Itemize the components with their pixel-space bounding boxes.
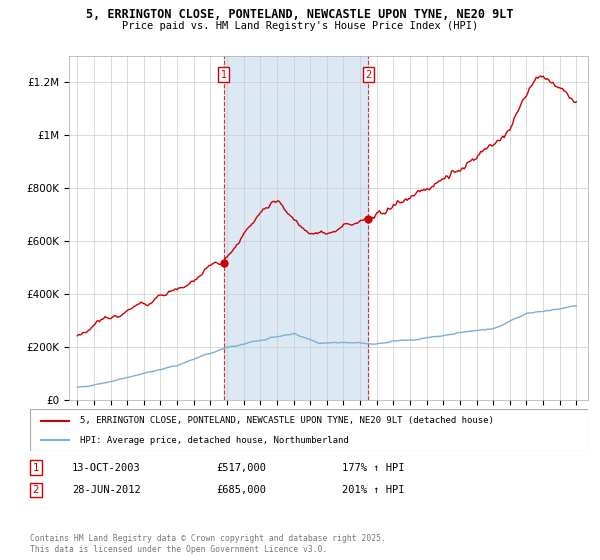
Text: 2: 2 — [32, 485, 40, 495]
Text: 5, ERRINGTON CLOSE, PONTELAND, NEWCASTLE UPON TYNE, NE20 9LT (detached house): 5, ERRINGTON CLOSE, PONTELAND, NEWCASTLE… — [80, 416, 494, 425]
Bar — [224, 56, 368, 400]
Text: Price paid vs. HM Land Registry's House Price Index (HPI): Price paid vs. HM Land Registry's House … — [122, 21, 478, 31]
Text: 28-JUN-2012: 28-JUN-2012 — [72, 485, 141, 495]
Text: 1: 1 — [220, 69, 227, 80]
Text: 2: 2 — [365, 69, 371, 80]
Text: 13-OCT-2003: 13-OCT-2003 — [72, 463, 141, 473]
Text: £517,000: £517,000 — [216, 463, 266, 473]
Text: HPI: Average price, detached house, Northumberland: HPI: Average price, detached house, Nort… — [80, 436, 349, 445]
Text: 1: 1 — [32, 463, 40, 473]
Text: Contains HM Land Registry data © Crown copyright and database right 2025.
This d: Contains HM Land Registry data © Crown c… — [30, 534, 386, 554]
Text: £685,000: £685,000 — [216, 485, 266, 495]
Text: 177% ↑ HPI: 177% ↑ HPI — [342, 463, 404, 473]
Text: 201% ↑ HPI: 201% ↑ HPI — [342, 485, 404, 495]
Text: 5, ERRINGTON CLOSE, PONTELAND, NEWCASTLE UPON TYNE, NE20 9LT: 5, ERRINGTON CLOSE, PONTELAND, NEWCASTLE… — [86, 8, 514, 21]
